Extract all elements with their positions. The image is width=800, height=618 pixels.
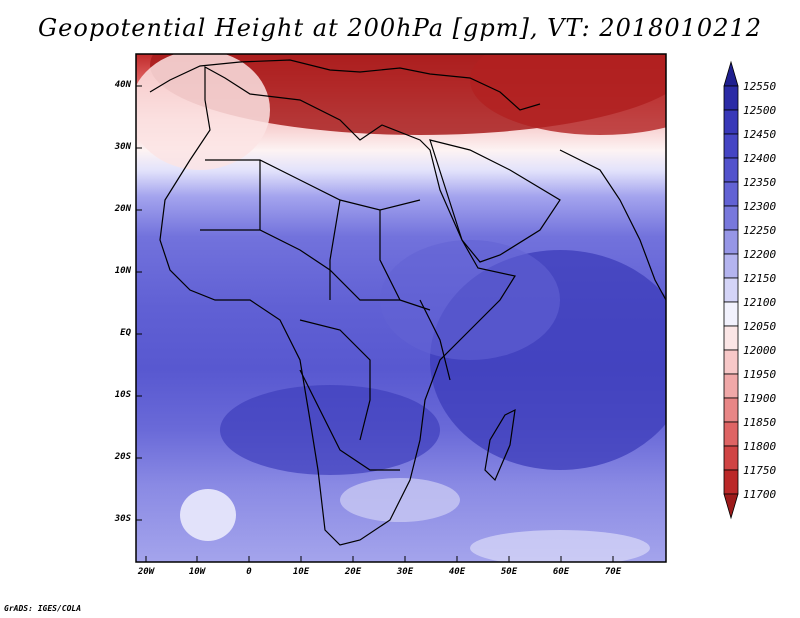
colorbar-label: 12300 (743, 200, 777, 213)
colorbar-label: 12250 (743, 224, 777, 237)
colorbar-under-arrow (723, 493, 739, 520)
colorbar-swatch (723, 469, 739, 495)
coastlines (149, 59, 666, 546)
lon-label-10e: 10E (292, 567, 310, 577)
colorbar-label: 11950 (743, 368, 777, 381)
axis-ticks (136, 85, 614, 562)
colorbar-label: 12350 (743, 176, 777, 189)
colorbar-swatch (723, 109, 739, 135)
lat-label-10s: 10S (114, 390, 131, 400)
colorbar-label: 11700 (743, 488, 777, 501)
colorbar-swatch (723, 253, 739, 279)
lat-label-30n: 30N (114, 142, 131, 152)
lat-label-30s: 30S (114, 514, 131, 524)
lon-label-50e: 50E (500, 567, 518, 577)
lat-label-40n: 40N (114, 80, 131, 90)
lon-label-40e: 40E (448, 567, 466, 577)
lon-label-10w: 10W (188, 567, 206, 577)
colorbar-swatch (723, 181, 739, 207)
colorbar-label: 12050 (743, 320, 777, 333)
colorbar-label: 11800 (743, 440, 777, 453)
colorbar-over-arrow (723, 60, 739, 87)
colorbar-swatch (723, 373, 739, 399)
colorbar-swatch (723, 157, 739, 183)
colorbar-label: 12550 (743, 80, 777, 93)
colorbar-swatch (723, 85, 739, 111)
height-field (136, 54, 666, 562)
plot-frame (135, 53, 667, 563)
colorbar-swatch (723, 277, 739, 303)
colorbar-swatch (723, 229, 739, 255)
colorbar-label: 11850 (743, 416, 777, 429)
lon-label-20w: 20W (137, 567, 155, 577)
colorbar-label: 12200 (743, 248, 777, 261)
lon-label-0: 0 (246, 567, 252, 577)
colorbar-swatch (723, 397, 739, 423)
lon-label-30e: 30E (396, 567, 414, 577)
colorbar-label: 11750 (743, 464, 777, 477)
colorbar (723, 60, 739, 520)
colorbar-swatch (723, 325, 739, 351)
colorbar-label: 12150 (743, 272, 777, 285)
colorbar-label: 11900 (743, 392, 777, 405)
colorbar-swatch (723, 445, 739, 471)
colorbar-label: 12000 (743, 344, 777, 357)
lat-label-10n: 10N (114, 266, 131, 276)
colorbar-swatch (723, 421, 739, 447)
colorbar-swatch (723, 133, 739, 159)
lat-label-eq: EQ (120, 328, 131, 338)
lon-label-20e: 20E (344, 567, 362, 577)
lon-label-70e: 70E (604, 567, 622, 577)
colorbar-swatch (723, 301, 739, 327)
colorbar-label: 12450 (743, 128, 777, 141)
colorbar-label: 12100 (743, 296, 777, 309)
lat-label-20s: 20S (114, 452, 131, 462)
colorbar-swatch (723, 205, 739, 231)
colorbar-label: 12400 (743, 152, 777, 165)
colorbar-swatch (723, 349, 739, 375)
lat-label-20n: 20N (114, 204, 131, 214)
colorbar-label: 12500 (743, 104, 777, 117)
map-title: Geopotential Height at 200hPa [gpm], VT:… (38, 14, 762, 42)
grads-credit: GrADS: IGES/COLA (4, 604, 82, 613)
lon-label-60e: 60E (552, 567, 570, 577)
